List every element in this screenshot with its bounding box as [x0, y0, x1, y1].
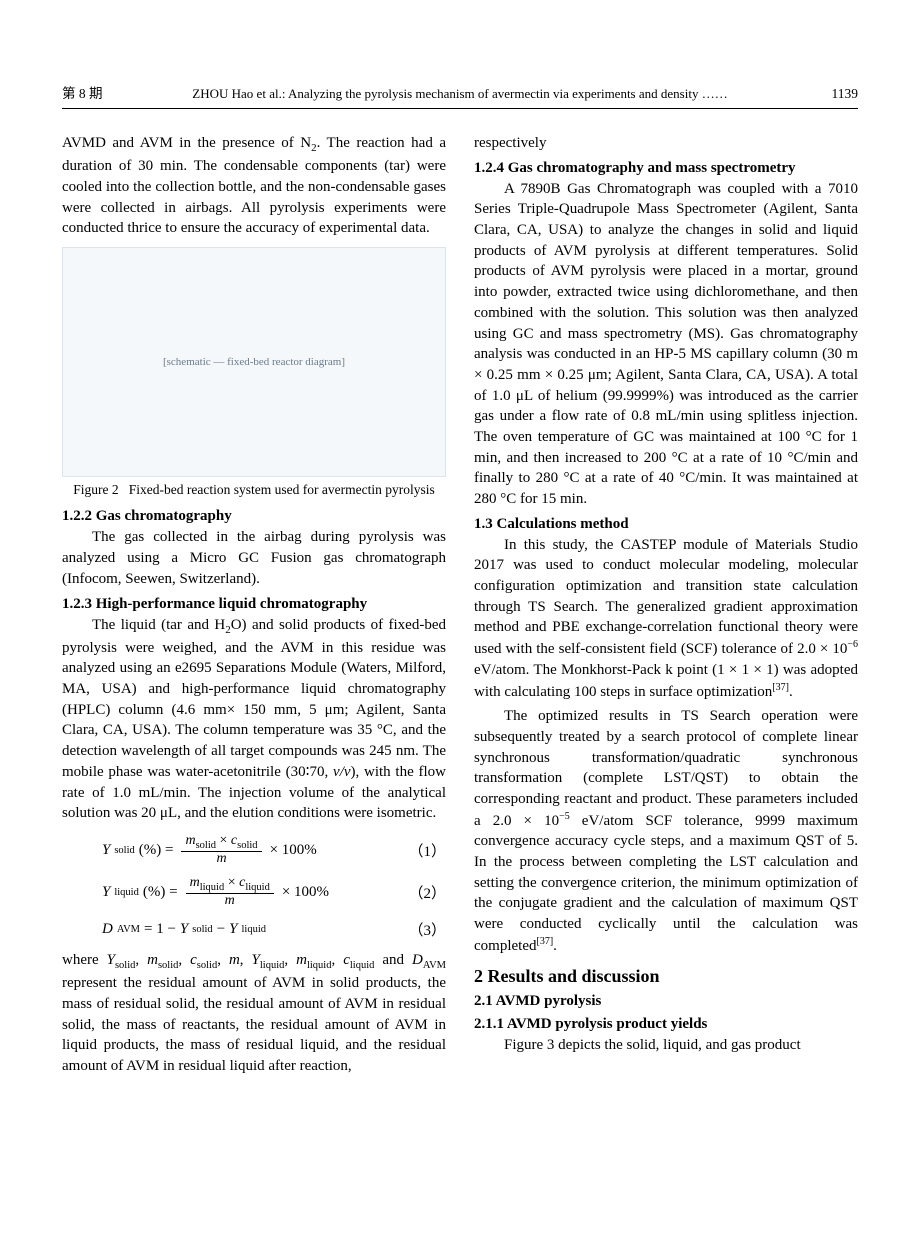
text-run: eV/atom SCF tolerance, 9999 maximum conv… — [474, 813, 858, 954]
heading-2-1: 2.1 AVMD pyrolysis — [474, 993, 858, 1010]
text-italic-vv: v/v — [333, 764, 350, 780]
eq3-y1-sub: solid — [192, 924, 212, 935]
sup-minus5: −5 — [559, 811, 570, 822]
eq3-y2-sub: liquid — [242, 924, 267, 935]
eq2-num-m: m — [190, 875, 200, 890]
heading-1-2-3: 1.2.3 High-performance liquid chromatogr… — [62, 596, 446, 613]
var-davm: D — [412, 952, 423, 968]
eq1-num-c-sub: solid — [237, 840, 257, 851]
figure-2-schematic: [schematic — fixed-bed reactor diagram] — [62, 247, 446, 477]
figure-caption-body: Fixed-bed reaction system used for averm… — [129, 482, 435, 497]
eq1-den: m — [212, 852, 230, 867]
sub-yliquid: liquid — [260, 960, 285, 971]
eq1-num-m: m — [185, 833, 195, 848]
para-1-2-2: The gas collected in the airbag during p… — [62, 527, 446, 589]
sub-msolid: solid — [158, 960, 178, 971]
sub-ysolid: solid — [115, 960, 135, 971]
text-run: The optimized results in TS Search opera… — [474, 708, 858, 828]
left-column: AVMD and AVM in the presence of N2. The … — [62, 133, 446, 1081]
equation-1: Ysolid (%) = msolid × csolid m × 100% （1… — [62, 834, 446, 867]
eq3-y2: Y — [229, 921, 237, 938]
eq1-pct: (%) = — [139, 842, 174, 859]
var-yliquid: Y — [252, 952, 260, 968]
text-run: eV/atom. The Monkhorst-Pack k point (1 ×… — [474, 662, 858, 700]
eq3-rhs-pre: = 1 − — [144, 921, 176, 938]
cite-37a: [37] — [772, 682, 789, 693]
var-cliquid: c — [343, 952, 350, 968]
text-run: . — [553, 938, 557, 954]
eq1-num-m-sub: solid — [196, 840, 216, 851]
eq2-num-m-sub: liquid — [200, 882, 225, 893]
eq2-den: m — [221, 894, 239, 909]
para-2-1-1: Figure 3 depicts the solid, liquid, and … — [474, 1035, 858, 1056]
equation-2: Yliquid (%) = mliquid × cliquid m × 100%… — [62, 876, 446, 909]
var-csolid: c — [190, 952, 197, 968]
eq1-number: （1） — [386, 840, 446, 861]
para-1-3-b: The optimized results in TS Search opera… — [474, 706, 858, 956]
heading-1-2-4: 1.2.4 Gas chromatography and mass spectr… — [474, 160, 858, 177]
sub-davm: AVM — [423, 960, 446, 971]
eq1-tail: × 100% — [270, 842, 317, 859]
eq1-sub: solid — [114, 845, 134, 856]
para-1-3-a: In this study, the CASTEP module of Mate… — [474, 535, 858, 703]
eq3-rhs-mid: − — [217, 921, 225, 938]
heading-1-3: 1.3 Calculations method — [474, 516, 858, 533]
where-pre: where — [62, 952, 107, 968]
heading-1-2-2: 1.2.2 Gas chromatography — [62, 508, 446, 525]
eq2-number: （2） — [386, 882, 446, 903]
heading-2-1-1: 2.1.1 AVMD pyrolysis product yields — [474, 1016, 858, 1033]
sup-minus6: −6 — [847, 639, 858, 650]
sub-mliquid: liquid — [307, 960, 332, 971]
var-ysolid: Y — [107, 952, 115, 968]
text-run: In this study, the CASTEP module of Mate… — [474, 537, 858, 657]
two-column-layout: AVMD and AVM in the presence of N2. The … — [62, 133, 858, 1081]
para-avmd-intro: AVMD and AVM in the presence of N2. The … — [62, 133, 446, 239]
cite-37b: [37] — [536, 936, 553, 947]
figure-caption-prefix: Figure 2 — [73, 482, 118, 497]
header-page-number: 1139 — [798, 86, 858, 102]
eq2-var: Y — [102, 884, 110, 901]
eq2-num-c-sub: liquid — [245, 882, 270, 893]
eq2-pct: (%) = — [143, 884, 178, 901]
header-issue: 第 8 期 — [62, 82, 122, 102]
heading-2: 2 Results and discussion — [474, 966, 858, 987]
eq3-var: D — [102, 921, 113, 938]
right-column: respectively 1.2.4 Gas chromatography an… — [474, 133, 858, 1081]
eq2-sub: liquid — [114, 887, 139, 898]
eq3-sub: AVM — [117, 924, 140, 935]
sub-csolid: solid — [197, 960, 217, 971]
para-1-2-4: A 7890B Gas Chromatograph was coupled wi… — [474, 179, 858, 510]
para-where: where Ysolid, msolid, csolid, m, Yliquid… — [62, 950, 446, 1077]
equation-3: D AVM = 1 − Ysolid − Yliquid （3） — [62, 919, 446, 940]
para-respectively: respectively — [474, 133, 858, 154]
eq3-number: （3） — [386, 919, 446, 940]
var-msolid: m — [147, 952, 158, 968]
var-mliquid: m — [296, 952, 307, 968]
text-run: The liquid (tar and H — [92, 617, 225, 633]
para-1-2-3: The liquid (tar and H2O) and solid produ… — [62, 615, 446, 824]
figure-2-caption: Figure 2 Fixed-bed reaction system used … — [62, 481, 446, 499]
header-running-title: ZHOU Hao et al.: Analyzing the pyrolysis… — [122, 86, 798, 102]
sub-cliquid: liquid — [350, 960, 375, 971]
eq2-fraction: mliquid × cliquid m — [186, 876, 274, 909]
text-run: O) and solid products of fixed-bed pyrol… — [62, 617, 446, 780]
figure-placeholder-text: [schematic — fixed-bed reactor diagram] — [163, 356, 345, 368]
eq1-fraction: msolid × csolid m — [181, 834, 261, 867]
where-body: represent the residual amount of AVM in … — [62, 975, 446, 1074]
running-header: 第 8 期 ZHOU Hao et al.: Analyzing the pyr… — [62, 82, 858, 109]
eq1-var: Y — [102, 842, 110, 859]
text-run: . — [789, 684, 793, 700]
eq3-y1: Y — [180, 921, 188, 938]
text-run: AVMD and AVM in the presence of N — [62, 135, 311, 151]
eq2-tail: × 100% — [282, 884, 329, 901]
var-m: m — [229, 952, 240, 968]
